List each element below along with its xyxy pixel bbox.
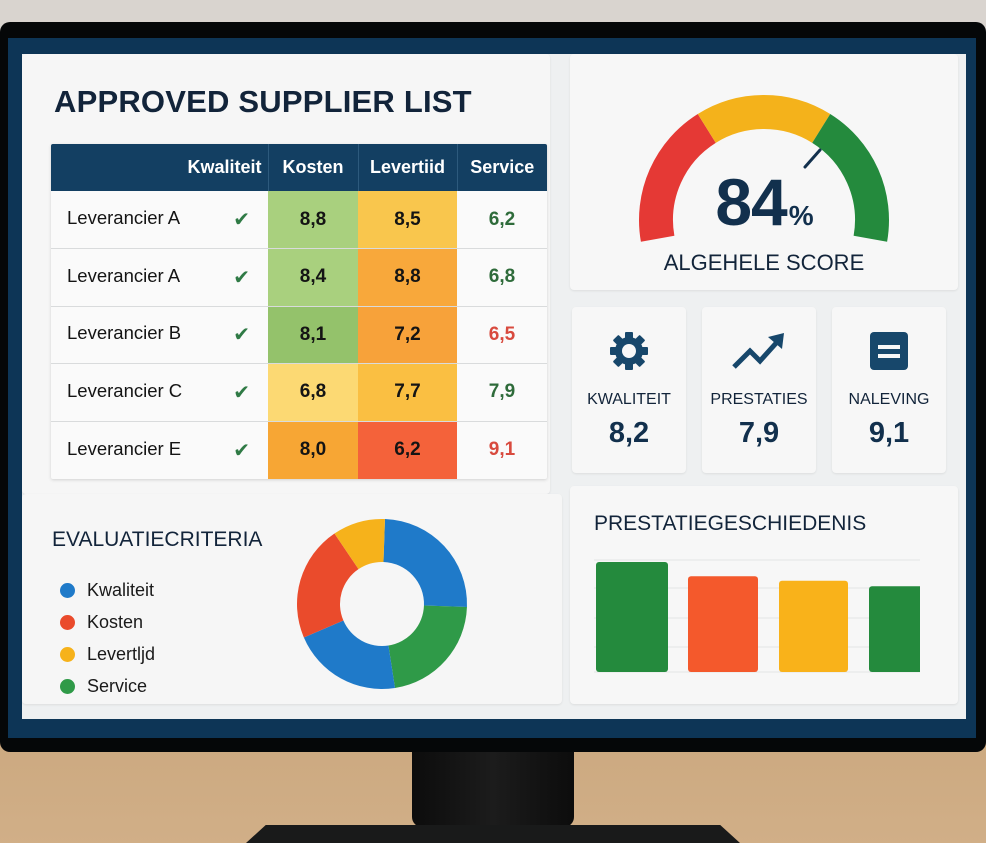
supplier-name: Leverancier A ✔ (51, 248, 268, 307)
supplier-name-text: Leverancier B (67, 322, 182, 344)
monitor: APPROVED SUPPLIER LIST Kwaliteit Kosten … (0, 22, 986, 752)
approved-check-icon: ✔ (233, 324, 250, 347)
donut-segment (383, 519, 467, 607)
donut-segment (334, 519, 385, 570)
cell-service: 7,9 (457, 363, 547, 422)
approved-check-icon: ✔ (233, 266, 250, 289)
section-title-criteria: EVALUATIECRITERIA (52, 528, 263, 551)
cell-service: 6,2 (457, 191, 547, 249)
trend-up-icon (732, 333, 784, 369)
cell-service: 6,8 (457, 248, 547, 307)
history-bar-chart (594, 559, 920, 673)
cell-kwaliteit: 8,8 (268, 191, 358, 249)
table-row[interactable]: Leverancier A ✔ 8,8 8,5 6,2 (51, 191, 547, 249)
history-bar (779, 580, 848, 672)
criteria-donut-chart (297, 519, 467, 689)
background-floor (0, 843, 986, 865)
supplier-name-text: Leverancier A (67, 207, 181, 228)
table-header-row: Kwaliteit Kosten Levertiid Service (51, 144, 547, 191)
supplier-name: Leverancier C ✔ (51, 363, 268, 422)
approved-check-icon: ✔ (233, 381, 250, 404)
legend-dot (60, 646, 75, 662)
legend-item-levertijd: Levertljd (60, 638, 155, 670)
kpi-value: 9,1 (868, 417, 910, 449)
overall-score-panel: 84% ALGEHELE SCORE (570, 54, 958, 290)
gear-icon (610, 332, 648, 370)
evaluation-criteria-panel: EVALUATIECRITERIA Kwaliteit Kosten Lever… (22, 494, 562, 704)
monitor-stand-neck (412, 752, 574, 827)
cell-kwaliteit: 8,1 (268, 306, 358, 364)
score-unit: % (788, 200, 814, 231)
legend-dot (60, 582, 75, 598)
supplier-name: Leverancier A ✔ (51, 191, 268, 249)
donut-segment (297, 533, 359, 638)
supplier-list-panel: APPROVED SUPPLIER LIST Kwaliteit Kosten … (22, 54, 550, 494)
table-row[interactable]: Leverancier B ✔ 8,1 7,2 6,5 (51, 306, 547, 364)
cell-kosten: 8,5 (358, 191, 457, 249)
criteria-legend: Kwaliteit Kosten Levertljd Service (60, 574, 155, 702)
cell-kwaliteit: 8,4 (268, 248, 358, 307)
cell-kosten: 8,8 (358, 248, 457, 307)
supplier-name: Leverancier E ✔ (51, 421, 268, 479)
kpi-card-prestaties[interactable]: PRESTATIES 7,9 (702, 307, 816, 473)
screen-frame: APPROVED SUPPLIER LIST Kwaliteit Kosten … (8, 38, 976, 738)
legend-item-kwaliteit: Kwaliteit (60, 574, 155, 606)
cell-kwaliteit: 8,0 (268, 421, 358, 479)
legend-label: Levertljd (87, 643, 156, 664)
cell-kosten: 6,2 (358, 421, 457, 479)
overall-score-value: 84% (570, 164, 958, 240)
history-bar (596, 562, 668, 672)
column-header-levertijd[interactable]: Levertiid (358, 144, 458, 191)
score-number: 84 (715, 165, 787, 239)
gauge-chart (639, 95, 889, 242)
list-document-icon (870, 332, 908, 370)
kpi-label: PRESTATIES (710, 391, 808, 408)
monitor-stand-base (246, 825, 740, 843)
gauge-needle (803, 148, 822, 169)
supplier-name-text: Leverancier E (67, 437, 182, 459)
donut-segment (388, 605, 467, 688)
legend-item-service: Service (60, 670, 155, 702)
kpi-value: 7,9 (738, 417, 780, 449)
page-title: APPROVED SUPPLIER LIST (54, 84, 472, 119)
supplier-name-text: Leverancier A (67, 264, 181, 286)
cell-kosten: 7,2 (358, 306, 457, 364)
cell-kwaliteit: 6,8 (268, 363, 358, 422)
column-header-kosten[interactable]: Kosten (268, 144, 359, 191)
dashboard-screen: APPROVED SUPPLIER LIST Kwaliteit Kosten … (22, 54, 966, 719)
history-bar (688, 576, 758, 672)
kpi-label: NALEVING (848, 391, 930, 408)
legend-label: Kosten (87, 611, 144, 632)
approved-check-icon: ✔ (233, 439, 250, 462)
legend-dot (60, 678, 75, 694)
kpi-value: 8,2 (608, 417, 650, 449)
supplier-table: Kwaliteit Kosten Levertiid Service Lever… (51, 144, 547, 479)
cell-kosten: 7,7 (358, 363, 457, 422)
table-row[interactable]: Leverancier C ✔ 6,8 7,7 7,9 (51, 363, 547, 422)
cell-service: 9,1 (488, 439, 516, 460)
legend-dot (60, 614, 75, 630)
history-bar (869, 586, 920, 672)
legend-label: Kwaliteit (87, 579, 155, 600)
kpi-card-kwaliteit[interactable]: KWALITEIT 8,2 (572, 307, 686, 473)
table-row[interactable]: Leverancier E ✔ 8,0 6,2 9,1 (51, 421, 547, 479)
kpi-label: KWALITEIT (587, 391, 671, 408)
table-row[interactable]: Leverancier A ✔ 8,4 8,8 6,8 (51, 248, 547, 307)
section-title-history: PRESTATIEGESCHIEDENIS (594, 512, 867, 535)
legend-label: Service (87, 675, 148, 696)
supplier-name: Leverancier B ✔ (51, 306, 268, 364)
donut-segment (303, 620, 396, 689)
overall-score-label: ALGEHELE SCORE (663, 250, 865, 275)
cell-service: 6,5 (457, 306, 547, 364)
performance-history-panel: PRESTATIEGESCHIEDENIS (570, 486, 958, 704)
approved-check-icon: ✔ (233, 209, 250, 231)
supplier-name-text: Leverancier C (67, 379, 183, 401)
column-header-service[interactable]: Service (457, 144, 547, 191)
legend-item-kosten: Kosten (60, 606, 155, 638)
column-header-kwaliteit[interactable]: Kwaliteit (51, 144, 269, 191)
kpi-card-naleving[interactable]: NALEVING 9,1 (832, 307, 946, 473)
